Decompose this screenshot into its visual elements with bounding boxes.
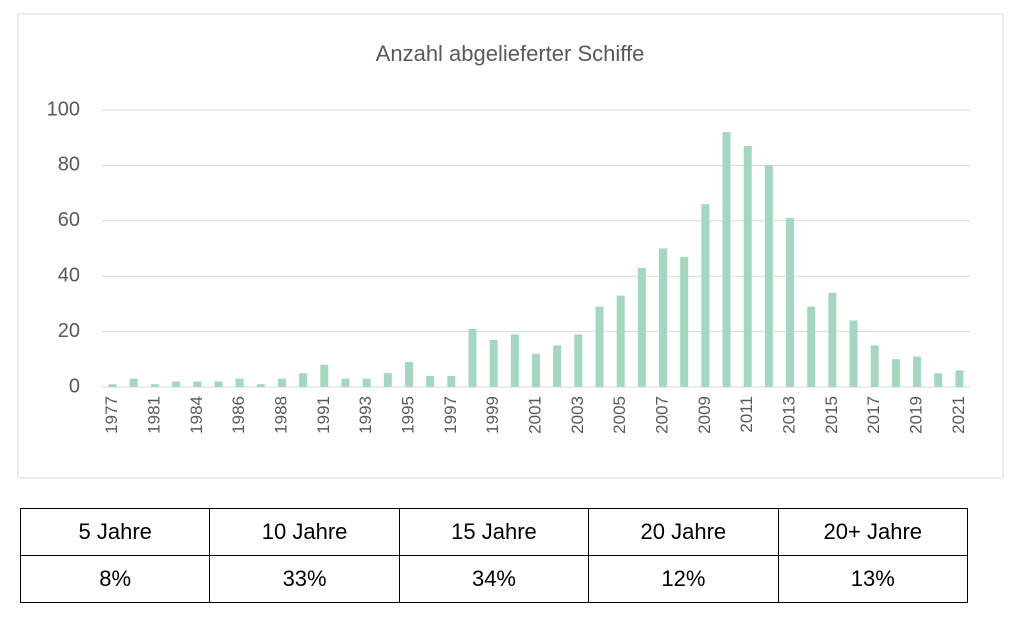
table-cell: 33% [209, 555, 400, 603]
bar [532, 353, 540, 387]
bar [447, 375, 456, 387]
bar [214, 381, 223, 387]
x-tick-label: 2005 [610, 396, 629, 434]
x-tick-label: 2001 [525, 396, 544, 434]
x-tick-label: 1984 [187, 396, 206, 434]
table-cell: 8% [19, 555, 211, 603]
bar [637, 267, 646, 387]
bar [489, 339, 498, 387]
bar [426, 375, 435, 387]
bar [193, 381, 202, 387]
x-tick-label: 1997 [441, 396, 460, 434]
bar [870, 345, 879, 387]
bar [764, 165, 773, 387]
header-cell: 10 Jahre [209, 508, 400, 556]
table-header: 5 Jahre 10 Jahre 15 Jahre 20 Jahre 20+ J… [19, 508, 969, 556]
x-tick-label: 2019 [907, 396, 926, 434]
summary-table: 5 Jahre 10 Jahre 15 Jahre 20 Jahre 20+ J… [19, 508, 969, 603]
x-tick-label: 2007 [653, 396, 672, 434]
bar [574, 334, 583, 387]
x-tick-label: 2021 [949, 396, 968, 434]
bar [659, 248, 668, 387]
x-tick-label: 1981 [144, 396, 163, 434]
header-cell: 20 Jahre [588, 508, 779, 556]
y-tick-label: 100 [47, 98, 80, 120]
chart-border [17, 13, 1004, 479]
bar [934, 373, 943, 387]
x-tick-label: 2017 [864, 396, 883, 434]
bar [341, 378, 350, 387]
header-cell: 5 Jahre [19, 508, 211, 556]
table-cell: 34% [398, 555, 590, 603]
bar [955, 370, 964, 387]
bar [722, 132, 731, 387]
bar [383, 373, 392, 387]
header-cell: 15 Jahre [398, 508, 590, 556]
bar [362, 378, 371, 387]
x-tick-label: 1991 [314, 396, 333, 434]
bar [510, 334, 519, 387]
bar [807, 306, 816, 387]
bar [320, 364, 329, 387]
bar [891, 359, 900, 387]
bar [404, 362, 413, 387]
bar [595, 306, 604, 387]
chart: Anzahl abgelieferter Schiffe 0 20 40 60 80 10… [17, 13, 1004, 479]
bar [277, 378, 286, 387]
y-tick-label: 40 [58, 264, 80, 286]
table-cell: 13% [777, 555, 969, 603]
header-cell: 20+ Jahre [777, 508, 969, 556]
x-tick-label: 1988 [271, 396, 290, 434]
bar [129, 378, 138, 387]
bar [235, 378, 244, 387]
y-tick-label: 80 [58, 154, 80, 176]
bar [468, 328, 477, 387]
x-tick-label: 1999 [483, 396, 502, 434]
bar [108, 384, 117, 387]
x-tick-label: 1995 [398, 396, 417, 434]
x-tick-label: 1986 [229, 396, 248, 434]
table-cell: 12% [588, 555, 779, 603]
x-tick-label: 1993 [356, 396, 375, 434]
x-tick-label: 1977 [102, 396, 121, 434]
chart-title: Anzahl abgelieferter Schiffe [376, 41, 645, 66]
bar [553, 345, 562, 387]
x-tick-label: 2011 [737, 396, 756, 433]
x-tick-label: 2009 [695, 396, 714, 434]
bar [172, 381, 181, 387]
x-tick-label: 2015 [822, 396, 841, 434]
bar [828, 292, 837, 387]
bar [299, 373, 308, 387]
y-tick-label: 20 [58, 320, 80, 342]
x-tick-label: 2013 [780, 396, 799, 434]
bar [150, 384, 159, 387]
x-tick-label: 2003 [568, 396, 587, 434]
bar [786, 218, 795, 387]
bar [743, 146, 752, 387]
bar [680, 256, 689, 387]
bar [256, 384, 265, 387]
y-tick-label: 0 [69, 375, 80, 397]
y-tick-label: 60 [58, 209, 80, 231]
bar [913, 356, 922, 387]
bar [849, 320, 858, 387]
table-row: 8% 33% 34% 12% 13% [19, 555, 969, 603]
bar [701, 204, 710, 387]
bar [616, 295, 625, 387]
